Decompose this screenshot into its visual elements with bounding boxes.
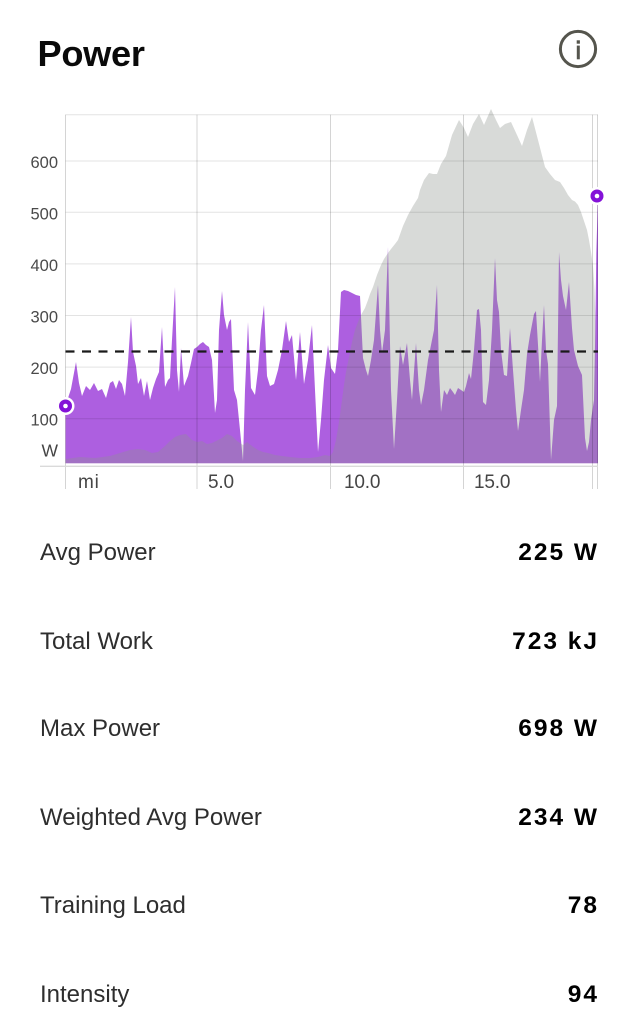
svg-text:10.0: 10.0 (344, 472, 380, 493)
svg-text:200: 200 (30, 360, 58, 378)
svg-text:5.0: 5.0 (208, 472, 234, 493)
svg-text:500: 500 (30, 205, 58, 223)
svg-text:300: 300 (30, 309, 58, 327)
svg-text:15.0: 15.0 (474, 472, 510, 493)
svg-text:400: 400 (30, 257, 58, 275)
svg-text:mi: mi (78, 472, 100, 493)
svg-text:100: 100 (30, 412, 58, 430)
svg-text:600: 600 (30, 154, 58, 172)
svg-text:W: W (41, 441, 58, 461)
